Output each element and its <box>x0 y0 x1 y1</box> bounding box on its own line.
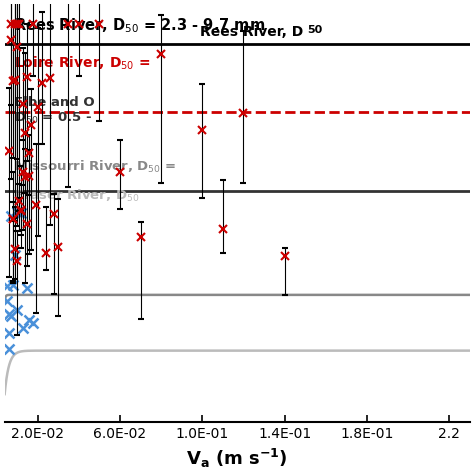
Text: 50: 50 <box>307 25 322 35</box>
Text: Rees River, D: Rees River, D <box>200 25 303 39</box>
X-axis label: $\mathbf{V_a}$ $\mathbf{(m\ s^{-1})}$: $\mathbf{V_a}$ $\mathbf{(m\ s^{-1})}$ <box>186 447 288 470</box>
Text: Elbe and O
D$_{50}$ = 0.5 -: Elbe and O D$_{50}$ = 0.5 - <box>14 96 95 127</box>
Text: Fraser River, D$_{50}$: Fraser River, D$_{50}$ <box>14 188 139 204</box>
Text: Rees River, D$_{50}$ = 2.3 - 9.7 mm: Rees River, D$_{50}$ = 2.3 - 9.7 mm <box>14 17 265 36</box>
Text: Missourri River, D$_{50}$ =: Missourri River, D$_{50}$ = <box>14 159 176 175</box>
Text: Loire River, D$_{50}$ =: Loire River, D$_{50}$ = <box>14 55 150 72</box>
